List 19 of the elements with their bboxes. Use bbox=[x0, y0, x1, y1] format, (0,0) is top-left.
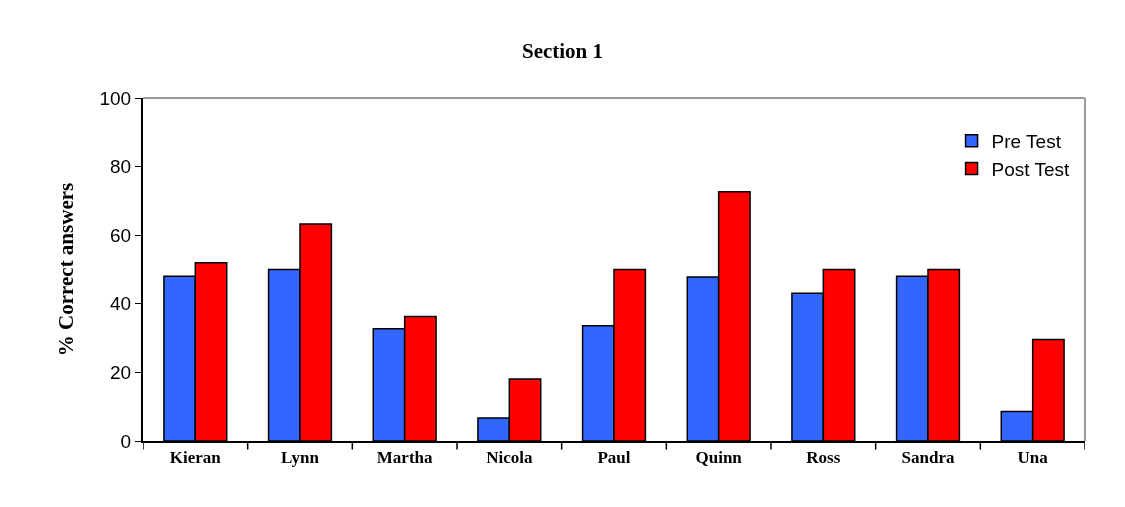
y-tick-label: 40 bbox=[110, 293, 132, 315]
x-tick-label: Lynn bbox=[281, 448, 320, 468]
x-tick-label: Martha bbox=[376, 448, 434, 468]
x-tick-label: Ross bbox=[806, 448, 841, 468]
x-tick-label: Paul bbox=[597, 448, 631, 468]
x-tick-label: Kieran bbox=[169, 448, 222, 468]
y-tick-label: 80 bbox=[110, 156, 132, 178]
y-tick-label: 20 bbox=[110, 362, 132, 384]
legend-label: Pre Test bbox=[991, 131, 1062, 153]
y-tick-label: 60 bbox=[110, 224, 132, 246]
x-tick-label: Sandra bbox=[901, 448, 955, 468]
x-tick-label: Una bbox=[1017, 448, 1049, 468]
chart-title: Section 1 bbox=[521, 39, 604, 64]
y-tick-label: 100 bbox=[99, 87, 132, 109]
x-tick-label: Nicola bbox=[486, 448, 533, 468]
y-axis-title: % Correct answers bbox=[54, 182, 79, 357]
legend-label: Post Test bbox=[991, 158, 1071, 180]
y-tick-label: 0 bbox=[120, 430, 132, 452]
x-tick-label: Quinn bbox=[695, 448, 743, 468]
